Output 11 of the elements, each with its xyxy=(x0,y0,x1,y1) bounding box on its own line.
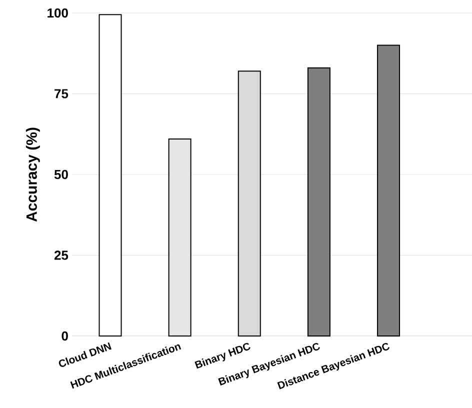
y-tick-label: 75 xyxy=(54,89,68,98)
bar xyxy=(168,138,192,336)
y-axis-title: Accuracy (%) xyxy=(26,128,40,222)
bar xyxy=(307,67,330,336)
y-tick-label: 25 xyxy=(54,250,68,260)
x-tick-label: Binary HDC xyxy=(194,343,250,369)
y-tick-label: 50 xyxy=(54,170,68,180)
y-tick-label: 100 xyxy=(48,8,68,18)
bar xyxy=(98,14,122,336)
y-tick-label: 0 xyxy=(62,331,68,341)
bar xyxy=(377,44,400,336)
